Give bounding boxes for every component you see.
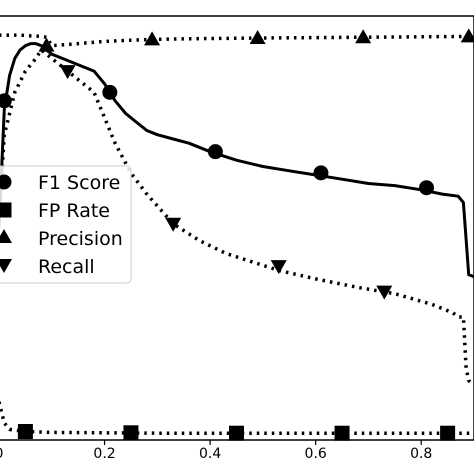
markers-layer <box>0 28 474 441</box>
x-tick-label: 0.2 <box>93 446 115 462</box>
marker-fp-rate <box>229 425 244 441</box>
marker-precision <box>144 31 161 46</box>
legend-label-f1-score: F1 Score <box>38 172 120 194</box>
series-line-recall <box>0 48 474 387</box>
marker-precision <box>249 30 266 45</box>
marker-precision <box>460 28 474 43</box>
marker-recall <box>165 217 182 232</box>
legend-box <box>0 165 132 284</box>
x-tick-label: 0.6 <box>305 446 327 462</box>
x-tick-label: 0 <box>0 446 3 462</box>
marker-f1-score <box>102 84 118 100</box>
marker-fp-rate <box>334 425 350 441</box>
marker-fp-rate <box>440 425 456 441</box>
legend-marker-f1-score <box>0 174 12 190</box>
legend-marker-precision <box>0 229 12 243</box>
x-tick-label: 0.4 <box>199 446 221 462</box>
legend-label-recall: Recall <box>38 256 95 278</box>
marker-recall <box>270 260 287 275</box>
marker-f1-score <box>419 180 434 196</box>
marker-f1-score <box>0 93 12 109</box>
series-layer <box>0 33 474 435</box>
marker-fp-rate <box>123 425 139 441</box>
marker-precision <box>38 37 55 52</box>
marker-recall <box>376 285 393 300</box>
x-axis: 0 0.2 0.4 0.6 0.8 <box>0 440 432 462</box>
legend-label-fp-rate: FP Rate <box>38 200 110 222</box>
series-line-f1-score <box>0 42 474 279</box>
marker-fp-rate <box>17 424 33 440</box>
series-line-precision <box>0 33 474 48</box>
marker-f1-score <box>207 144 223 160</box>
legend-marker-fp-rate <box>0 202 12 218</box>
marker-precision <box>355 29 372 44</box>
series-line-fp-rate <box>0 401 474 435</box>
marker-recall <box>59 65 76 80</box>
legend-marker-recall <box>0 259 12 273</box>
marker-f1-score <box>313 165 329 181</box>
legend: F1 Score FP Rate Precision Recall <box>0 165 132 284</box>
x-tick-label: 0.8 <box>410 446 432 462</box>
plot-frame <box>0 15 474 441</box>
legend-label-precision: Precision <box>38 228 123 250</box>
